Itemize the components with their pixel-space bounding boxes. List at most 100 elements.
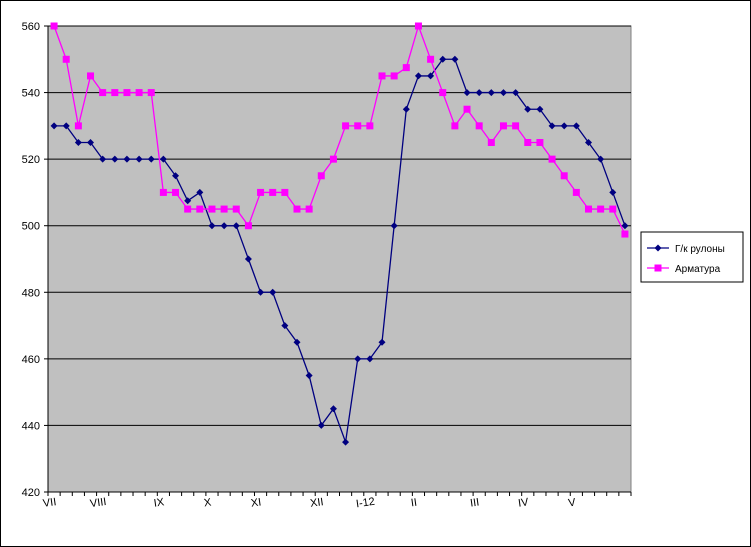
data-point-diamond — [305, 372, 313, 379]
data-point-diamond — [524, 105, 532, 113]
y-tick-label: 420 — [22, 487, 40, 499]
data-point-square — [451, 122, 459, 130]
data-point-diamond — [74, 139, 82, 146]
y-tick-label: 560 — [22, 21, 40, 33]
x-tick-label: IV — [517, 496, 530, 509]
legend-label: Г/к рулоны — [675, 244, 725, 255]
x-tick-label: III — [469, 496, 480, 509]
legend-item-gk-rulony: Г/к рулоны — [647, 244, 725, 255]
data-point-square — [463, 105, 471, 113]
x-tick-label: II — [410, 497, 418, 510]
data-point-diamond — [390, 222, 398, 230]
data-point-square — [524, 139, 532, 146]
data-point-diamond — [257, 288, 265, 296]
legend-item-armatura: Арматура — [647, 264, 721, 275]
data-point-diamond — [184, 197, 192, 205]
data-point-diamond — [463, 89, 471, 97]
y-tick-label: 500 — [22, 221, 40, 233]
data-point-diamond — [584, 139, 592, 146]
data-point-square — [609, 205, 617, 213]
data-point-diamond — [354, 355, 362, 363]
data-point-square — [244, 222, 252, 230]
data-point-diamond — [451, 55, 459, 63]
x-tick-label: XII — [309, 496, 324, 510]
data-point-diamond — [572, 122, 580, 130]
data-point-square — [536, 139, 544, 146]
legend-box — [640, 231, 744, 283]
y-tick-label: 540 — [22, 88, 40, 100]
data-point-square — [305, 205, 313, 213]
data-point-square — [269, 188, 277, 196]
data-point-square — [50, 22, 58, 30]
data-point-diamond — [317, 421, 325, 429]
x-tick-label: V — [567, 496, 577, 509]
data-point-diamond — [208, 222, 216, 230]
data-point-square — [159, 188, 167, 196]
data-point-diamond — [475, 89, 483, 97]
data-point-diamond — [147, 155, 155, 163]
data-point-diamond — [499, 89, 507, 97]
data-point-diamond — [123, 155, 131, 163]
data-point-diamond — [111, 155, 119, 163]
data-point-square — [123, 89, 131, 97]
data-point-diamond — [621, 222, 629, 230]
data-point-diamond — [159, 155, 167, 163]
data-point-diamond — [269, 288, 277, 296]
data-point-diamond — [220, 222, 228, 230]
data-point-diamond — [232, 222, 240, 230]
data-point-square — [354, 122, 362, 130]
data-point-diamond — [414, 72, 422, 80]
x-tick-label: IX — [153, 496, 166, 509]
data-point-square — [99, 89, 107, 97]
legend-marker-diamond-icon — [654, 244, 662, 252]
data-point-square — [427, 55, 435, 63]
data-point-square — [414, 22, 422, 30]
series-layer — [50, 22, 629, 446]
legend-marker-square-icon — [654, 264, 662, 272]
data-point-diamond — [439, 55, 447, 63]
data-point-square — [499, 122, 507, 130]
data-point-diamond — [402, 105, 410, 113]
data-point-diamond — [378, 338, 386, 346]
y-tick-label: 480 — [22, 287, 40, 299]
data-point-square — [487, 139, 495, 146]
y-tick-label: 440 — [22, 420, 40, 432]
data-point-square — [597, 205, 605, 213]
data-point-square — [402, 64, 410, 72]
data-point-square — [366, 122, 374, 130]
data-point-diamond — [512, 89, 520, 97]
data-point-square — [87, 72, 95, 80]
data-point-square — [257, 188, 265, 196]
data-point-square — [378, 72, 386, 80]
data-point-diamond — [560, 122, 568, 130]
data-point-diamond — [135, 155, 143, 163]
legend: Г/к рулоны Арматура — [640, 231, 744, 283]
data-point-diamond — [172, 172, 180, 180]
data-point-diamond — [329, 405, 337, 413]
y-tick-label: 460 — [22, 354, 40, 366]
data-point-square — [111, 89, 119, 97]
data-point-square — [220, 205, 228, 213]
data-point-square — [475, 122, 483, 130]
data-point-square — [74, 122, 82, 130]
x-tick-label: I-12 — [355, 496, 375, 511]
data-point-square — [439, 89, 447, 97]
series-1 — [50, 22, 629, 238]
data-point-diamond — [536, 105, 544, 113]
x-tick-label: VIII — [89, 496, 107, 510]
data-point-square — [293, 205, 301, 213]
data-point-square — [147, 89, 155, 97]
data-point-square — [184, 205, 192, 213]
data-point-diamond — [609, 188, 617, 196]
data-point-diamond — [366, 355, 374, 363]
data-point-diamond — [99, 155, 107, 163]
data-point-square — [548, 155, 556, 163]
data-point-square — [560, 172, 568, 180]
data-point-square — [329, 155, 337, 163]
data-point-diamond — [62, 122, 70, 130]
data-point-diamond — [597, 155, 605, 163]
x-tick-label: VII — [42, 496, 57, 510]
data-point-square — [208, 205, 216, 213]
data-point-square — [135, 89, 143, 97]
